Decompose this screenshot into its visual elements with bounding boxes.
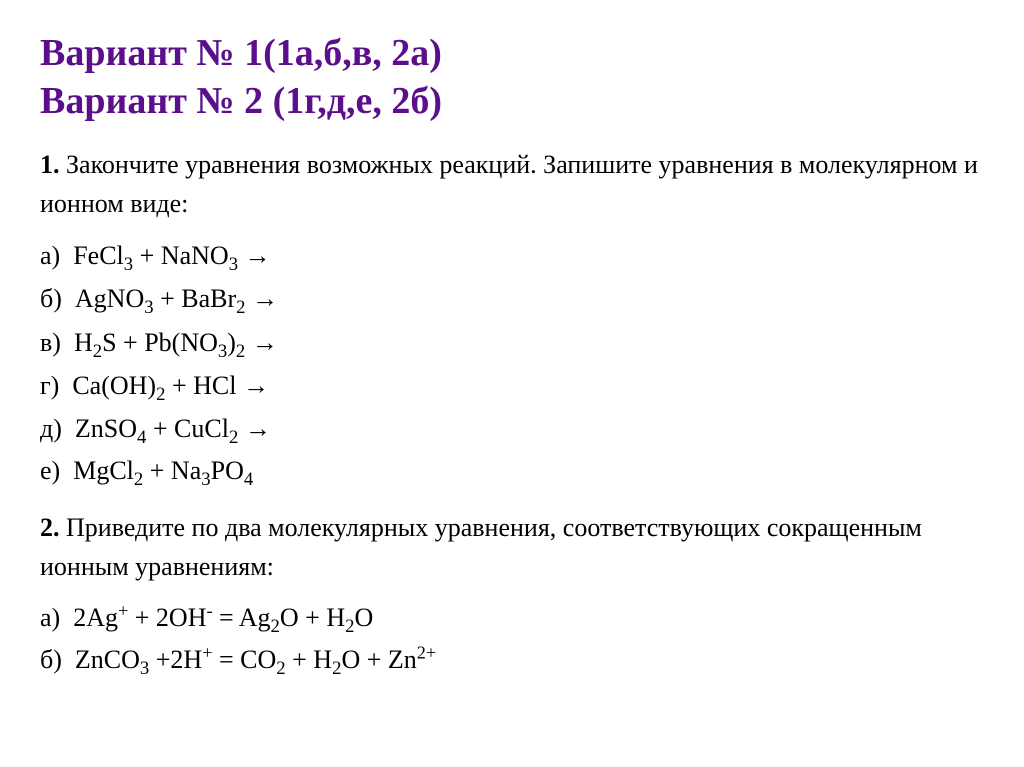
heading-line-1: Вариант № 1(1а,б,в, 2а) <box>40 30 984 78</box>
variant-heading: Вариант № 1(1а,б,в, 2а) Вариант № 2 (1г,… <box>40 30 984 125</box>
equation-item: а) FeCl3 + NaNO3 → <box>40 235 984 276</box>
task-2-prompt: 2. Приведите по два молекулярных уравнен… <box>40 508 984 586</box>
equation-item: б) ZnCO3 +2H+ = CO2 + H2O + Zn2+ <box>40 640 984 680</box>
equation-item: а) 2Ag+ + 2OH- = Ag2O + H2O <box>40 598 984 638</box>
equation-item: е) MgCl2 + Na3PO4 <box>40 451 984 491</box>
task-1-number: 1. <box>40 150 60 179</box>
task-1-prompt: 1. Закончите уравнения возможных реакций… <box>40 145 984 223</box>
equation-item: в) H2S + Pb(NO3)2 → <box>40 322 984 363</box>
heading-line-2: Вариант № 2 (1г,д,е, 2б) <box>40 78 984 126</box>
task-1-list: а) FeCl3 + NaNO3 →б) AgNO3 + BaBr2 →в) H… <box>40 235 984 492</box>
equation-item: д) ZnSO4 + CuCl2 → <box>40 408 984 449</box>
task-2-list: а) 2Ag+ + 2OH- = Ag2O + H2Oб) ZnCO3 +2H+… <box>40 598 984 681</box>
equation-item: г) Ca(OH)2 + HCl → <box>40 365 984 406</box>
task-2-number: 2. <box>40 513 60 542</box>
task-2-text: Приведите по два молекулярных уравнения,… <box>40 513 922 581</box>
task-1-text: Закончите уравнения возможных реакций. З… <box>40 150 978 218</box>
equation-item: б) AgNO3 + BaBr2 → <box>40 278 984 319</box>
